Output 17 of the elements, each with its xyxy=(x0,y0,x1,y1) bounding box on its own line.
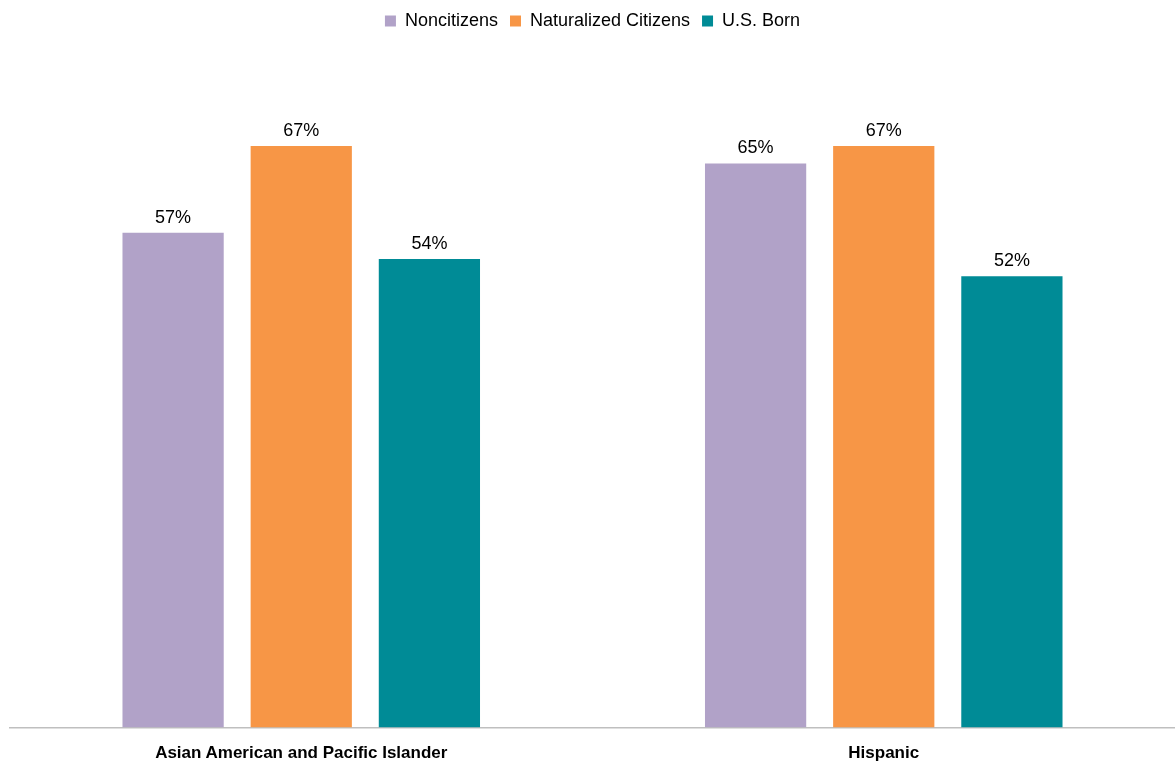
data-label: 54% xyxy=(411,232,448,253)
bar xyxy=(961,276,1063,728)
data-label: 52% xyxy=(993,250,1030,271)
bar xyxy=(378,258,481,728)
data-label: 57% xyxy=(155,206,192,227)
bar xyxy=(122,232,224,728)
x-tick-label: Asian American and Pacific Islander xyxy=(155,743,448,763)
legend-label: Naturalized Citizens xyxy=(529,9,691,30)
data-label: 67% xyxy=(865,120,902,141)
bar xyxy=(704,163,807,728)
x-tick-label: Hispanic xyxy=(848,743,920,763)
legend-label: U.S. Born xyxy=(722,9,801,30)
bar xyxy=(833,146,935,728)
data-label: 67% xyxy=(283,120,320,141)
data-label: 65% xyxy=(737,137,774,158)
bar xyxy=(250,146,352,728)
legend-label: Noncitizens xyxy=(404,9,498,30)
